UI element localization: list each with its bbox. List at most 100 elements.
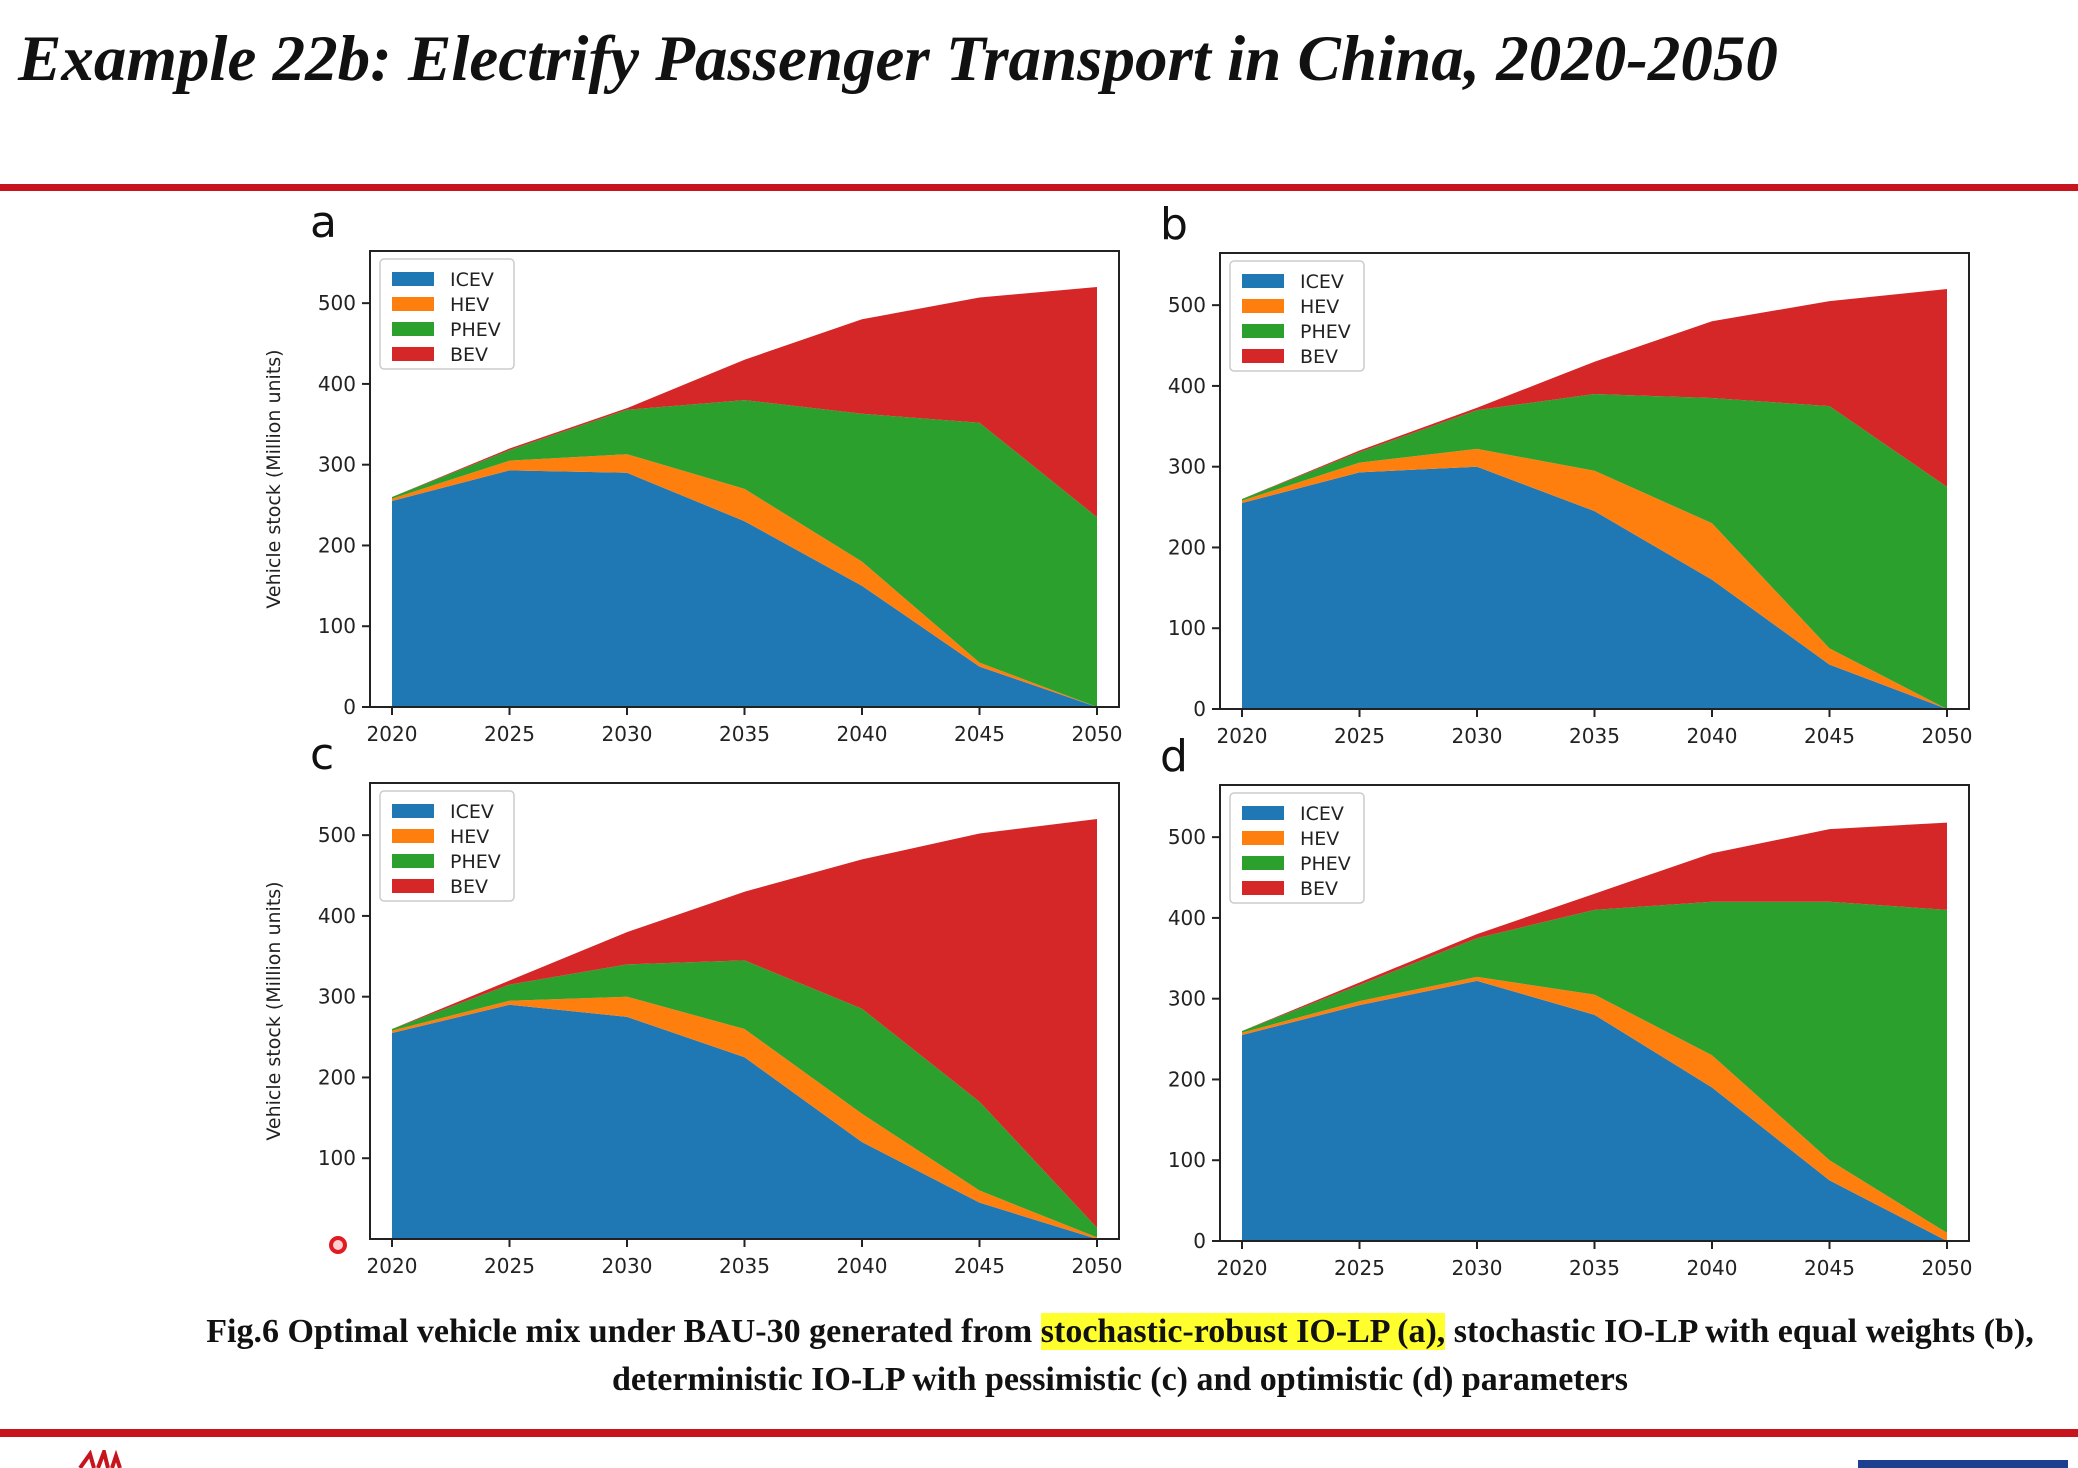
x-tick-label: 2040 xyxy=(1687,1256,1738,1280)
y-tick-label: 300 xyxy=(1168,987,1206,1011)
y-tick-label: 0 xyxy=(1193,697,1206,721)
legend-swatch xyxy=(392,322,434,336)
x-tick-label: 2040 xyxy=(837,1254,888,1278)
legend-entry: ICEV xyxy=(450,269,494,291)
y-tick-label: 300 xyxy=(318,453,356,477)
x-tick-label: 2020 xyxy=(1217,724,1268,748)
legend-box xyxy=(1229,260,1365,372)
x-tick-label: 2045 xyxy=(954,722,1005,746)
y-tick-label: 200 xyxy=(1168,1067,1206,1091)
area-phev xyxy=(1242,901,1947,1233)
x-tick-label: 2045 xyxy=(1804,1256,1855,1280)
y-tick-label: 100 xyxy=(318,1146,356,1170)
x-tick-label: 2030 xyxy=(602,722,653,746)
x-tick-label: 2035 xyxy=(719,722,770,746)
area-bev xyxy=(392,287,1097,518)
x-tick-label: 2050 xyxy=(1072,1254,1123,1278)
legend-swatch xyxy=(1242,831,1284,845)
legend-swatch xyxy=(1242,806,1284,820)
x-tick-label: 2030 xyxy=(602,1254,653,1278)
x-tick-label: 2045 xyxy=(1804,724,1855,748)
y-tick-label: 200 xyxy=(1168,535,1206,559)
chart-panel-b: 2020 2025 2030 2035 2040 2045 2050 0 100 200 300 40… xyxy=(1160,199,1972,748)
legend-swatch xyxy=(392,297,434,311)
y-tick-label: 400 xyxy=(318,372,356,396)
legend-entry: HEV xyxy=(1300,828,1339,850)
legend-swatch xyxy=(392,272,434,286)
x-tick-label: 2040 xyxy=(837,722,888,746)
legend-swatch xyxy=(392,879,434,893)
slide-title: Example 22b: Electrify Passenger Transpo… xyxy=(18,23,1778,95)
area-hev xyxy=(1242,448,1947,709)
x-tick-label: 2025 xyxy=(1334,724,1385,748)
legend-entry: BEV xyxy=(450,876,488,898)
x-tick-label: 2040 xyxy=(1687,724,1738,748)
panel-label: c xyxy=(310,729,334,780)
legend-entry: ICEV xyxy=(1300,803,1344,825)
y-tick-label: 100 xyxy=(1168,1148,1206,1172)
figure-caption: Fig.6 Optimal vehicle mix under BAU-30 g… xyxy=(170,1308,2070,1404)
legend-entry: HEV xyxy=(450,294,489,316)
x-tick-label: 2025 xyxy=(1334,1256,1385,1280)
panel-label: b xyxy=(1160,199,1188,250)
legend-box xyxy=(1229,792,1365,904)
legend-entry: PHEV xyxy=(450,319,501,341)
legend-entry: BEV xyxy=(1300,878,1338,900)
legend-swatch xyxy=(392,804,434,818)
y-tick-label: 200 xyxy=(318,533,356,557)
area-bev xyxy=(1242,289,1947,499)
y-tick-label: 500 xyxy=(318,291,356,315)
x-tick-label: 2050 xyxy=(1922,724,1973,748)
y-tick-label: 300 xyxy=(1168,455,1206,479)
legend-swatch xyxy=(1242,274,1284,288)
legend-swatch xyxy=(392,829,434,843)
legend-box xyxy=(379,790,515,902)
legend-entry: PHEV xyxy=(1300,321,1351,343)
cursor-marker-icon xyxy=(329,1236,347,1254)
legend-entry: PHEV xyxy=(450,851,501,873)
legend-swatch xyxy=(1242,856,1284,870)
y-axis-label: Vehicle stock (Million units) xyxy=(263,349,285,608)
x-tick-label: 2035 xyxy=(719,1254,770,1278)
caption-highlight: stochastic-robust IO-LP (a), xyxy=(1040,1313,1446,1350)
x-tick-label: 2045 xyxy=(954,1254,1005,1278)
area-icev xyxy=(392,1004,1097,1239)
legend-swatch xyxy=(1242,881,1284,895)
x-tick-label: 2025 xyxy=(484,722,535,746)
legend-entry: BEV xyxy=(450,344,488,366)
area-bev xyxy=(392,819,1097,1228)
x-tick-label: 2030 xyxy=(1452,1256,1503,1280)
chart-panel-d: 2020 2025 2030 2035 2040 2045 2050 0 100 200 300 40… xyxy=(1160,731,1972,1280)
footer-logo-tab xyxy=(1858,1460,2068,1468)
legend-swatch xyxy=(392,347,434,361)
y-tick-label: 100 xyxy=(1168,616,1206,640)
header-rule xyxy=(0,184,2078,191)
y-axis-label: Vehicle stock (Million units) xyxy=(263,881,285,1140)
x-tick-label: 2035 xyxy=(1569,724,1620,748)
legend-entry: ICEV xyxy=(450,801,494,823)
caption-text-end: stochastic IO-LP with equal weights (b),… xyxy=(611,1313,2034,1398)
x-tick-label: 2030 xyxy=(1452,724,1503,748)
legend-swatch xyxy=(1242,324,1284,338)
x-tick-label: 2020 xyxy=(1217,1256,1268,1280)
x-tick-label: 2020 xyxy=(367,722,418,746)
y-tick-label: 500 xyxy=(318,823,356,847)
legend-swatch xyxy=(392,854,434,868)
x-tick-label: 2050 xyxy=(1922,1256,1973,1280)
caption-text-start: Fig.6 Optimal vehicle mix under BAU-30 g… xyxy=(206,1313,1041,1350)
legend-entry: HEV xyxy=(450,826,489,848)
legend-box xyxy=(379,258,515,370)
area-phev xyxy=(1242,394,1947,709)
y-tick-label: 400 xyxy=(318,904,356,928)
chart-grid: 2020 2025 2030 2035 2040 2045 2050 0 100 200 300 40… xyxy=(263,197,1972,1280)
x-tick-label: 2035 xyxy=(1569,1256,1620,1280)
area-phev xyxy=(392,960,1097,1238)
y-tick-label: 0 xyxy=(343,695,356,719)
legend-entry: PHEV xyxy=(1300,853,1351,875)
y-tick-label: 400 xyxy=(1168,374,1206,398)
area-icev xyxy=(1242,980,1947,1241)
area-icev xyxy=(1242,466,1947,709)
y-tick-label: 500 xyxy=(1168,293,1206,317)
x-tick-label: 2025 xyxy=(484,1254,535,1278)
panel-label: d xyxy=(1160,731,1188,782)
